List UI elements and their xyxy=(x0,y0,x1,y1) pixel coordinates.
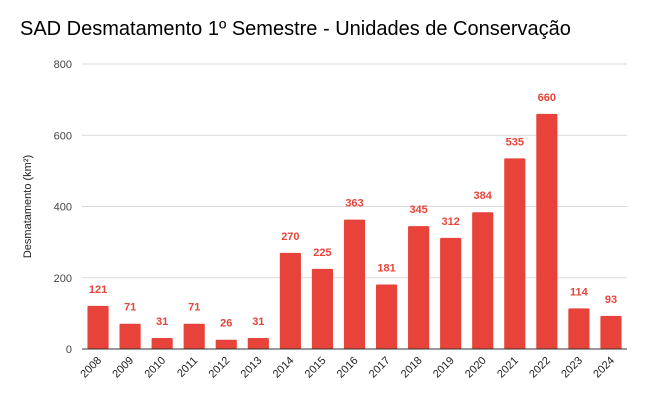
data-label-2017: 181 xyxy=(377,263,395,275)
data-label-2013: 31 xyxy=(252,316,264,328)
x-tick-label: 2015 xyxy=(303,355,329,381)
data-label-2014: 270 xyxy=(281,231,299,243)
x-axis-ticks: 2008 2009 2010 2011 2012 2013 2014 2015 2016 2017… xyxy=(78,355,617,381)
bar-2019 xyxy=(440,237,462,349)
x-tick-label: 2008 xyxy=(78,355,104,381)
data-label-2009: 71 xyxy=(124,302,136,314)
data-label-2023: 114 xyxy=(570,286,589,298)
bar-2013 xyxy=(247,337,269,349)
data-label-2008: 121 xyxy=(89,284,107,296)
bar-2021 xyxy=(504,158,526,349)
bar-2024 xyxy=(600,315,622,349)
bar-2010 xyxy=(151,337,173,349)
bar-2014 xyxy=(279,252,301,349)
bars xyxy=(87,113,622,349)
x-tick-label: 2016 xyxy=(335,355,361,381)
bar-2023 xyxy=(568,308,590,349)
data-label-2012: 26 xyxy=(220,318,232,330)
x-tick-label: 2023 xyxy=(559,355,585,381)
bar-2018 xyxy=(408,226,430,349)
bar-2015 xyxy=(311,268,334,349)
bar-2022 xyxy=(536,113,558,349)
x-tick-label: 2018 xyxy=(399,355,425,381)
x-tick-label: 2009 xyxy=(110,355,136,381)
bar-2009 xyxy=(119,323,141,349)
chart-title: SAD Desmatamento 1º Semestre - Unidades … xyxy=(20,18,571,40)
x-tick-label: 2021 xyxy=(495,355,521,381)
data-label-2022: 660 xyxy=(538,92,556,104)
data-label-2024: 93 xyxy=(605,294,617,306)
x-tick-label: 2017 xyxy=(367,355,393,381)
data-label-2020: 384 xyxy=(474,190,493,202)
x-tick-label: 2012 xyxy=(207,355,233,381)
y-axis-label: Desmatamento (km²) xyxy=(22,155,34,258)
data-label-2019: 312 xyxy=(441,216,459,228)
y-tick-label: 0 xyxy=(66,344,72,356)
x-tick-label: 2010 xyxy=(142,355,168,381)
x-tick-label: 2014 xyxy=(271,355,297,381)
data-label-2016: 363 xyxy=(345,198,363,210)
y-tick-label: 600 xyxy=(54,130,72,142)
data-labels: 121 71 31 71 26 31 270 225 363 181 345 312 384 535 660… xyxy=(89,92,617,330)
y-tick-label: 400 xyxy=(54,202,72,214)
y-tick-label: 800 xyxy=(54,59,72,71)
x-tick-label: 2020 xyxy=(463,355,489,381)
x-tick-label: 2011 xyxy=(175,355,200,380)
bar-2012 xyxy=(215,339,237,349)
bar-2008 xyxy=(87,305,109,349)
x-tick-label: 2013 xyxy=(239,355,265,381)
data-label-2021: 535 xyxy=(506,136,524,148)
x-tick-label: 2019 xyxy=(431,355,457,381)
x-tick-label: 2022 xyxy=(527,355,553,381)
data-label-2015: 225 xyxy=(313,247,331,259)
y-axis-ticks: 0 200 400 600 800 xyxy=(54,59,72,356)
bar-2017 xyxy=(375,284,398,349)
data-label-2010: 31 xyxy=(156,316,168,328)
y-tick-label: 200 xyxy=(54,273,72,285)
bar-2020 xyxy=(472,212,494,349)
data-label-2011: 71 xyxy=(188,302,200,314)
bar-2016 xyxy=(343,219,366,349)
data-label-2018: 345 xyxy=(409,204,427,216)
x-tick-label: 2024 xyxy=(591,355,617,381)
bar-2011 xyxy=(183,323,205,349)
